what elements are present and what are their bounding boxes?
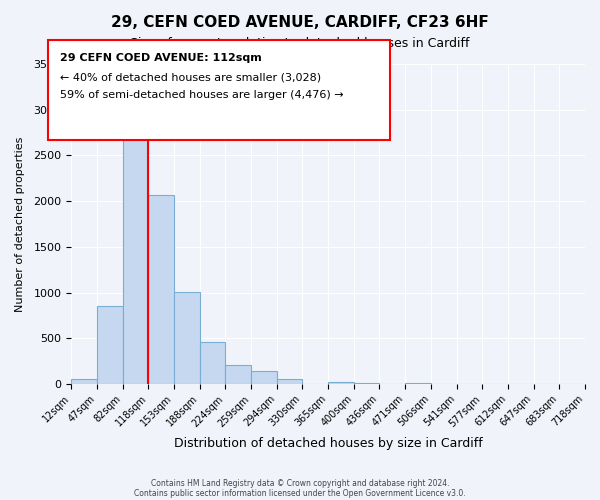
Text: 29, CEFN COED AVENUE, CARDIFF, CF23 6HF: 29, CEFN COED AVENUE, CARDIFF, CF23 6HF [111, 15, 489, 30]
Bar [405, 383, 431, 384]
X-axis label: Distribution of detached houses by size in Cardiff: Distribution of detached houses by size … [174, 437, 482, 450]
Text: ← 40% of detached houses are smaller (3,028): ← 40% of detached houses are smaller (3,… [60, 72, 321, 83]
Bar [122, 134, 148, 384]
Bar [97, 306, 122, 384]
Text: 29 CEFN COED AVENUE: 112sqm: 29 CEFN COED AVENUE: 112sqm [60, 52, 262, 62]
Bar [174, 292, 200, 384]
Bar [277, 379, 302, 384]
Bar [200, 342, 226, 384]
Bar [354, 383, 379, 384]
Bar [148, 194, 174, 384]
Bar [328, 382, 354, 384]
Text: Size of property relative to detached houses in Cardiff: Size of property relative to detached ho… [130, 38, 470, 51]
Text: 59% of semi-detached houses are larger (4,476) →: 59% of semi-detached houses are larger (… [60, 90, 344, 100]
Bar [226, 364, 251, 384]
Text: Contains HM Land Registry data © Crown copyright and database right 2024.: Contains HM Land Registry data © Crown c… [151, 478, 449, 488]
Text: Contains public sector information licensed under the Open Government Licence v3: Contains public sector information licen… [134, 488, 466, 498]
Bar [71, 379, 97, 384]
Y-axis label: Number of detached properties: Number of detached properties [15, 136, 25, 312]
Bar [251, 370, 277, 384]
